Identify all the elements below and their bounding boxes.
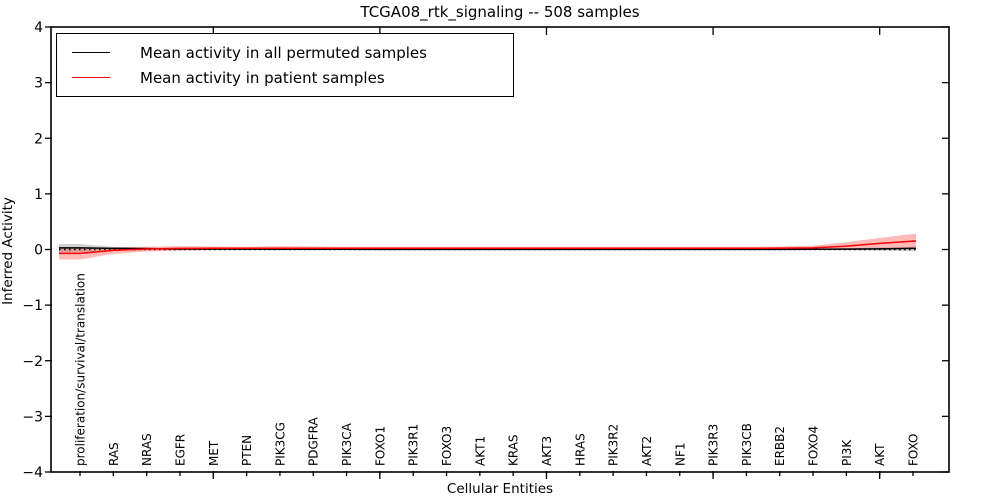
svg-text:PIK3CA: PIK3CA: [340, 422, 354, 466]
svg-text:PIK3R1: PIK3R1: [407, 424, 421, 466]
svg-text:PI3K: PI3K: [840, 439, 854, 466]
svg-text:3: 3: [34, 76, 43, 92]
svg-text:FOXO: FOXO: [907, 434, 921, 466]
svg-text:1: 1: [34, 187, 43, 203]
legend-label-patient: Mean activity in patient samples: [140, 68, 385, 87]
svg-text:FOXO3: FOXO3: [440, 426, 454, 466]
svg-text:RAS: RAS: [107, 442, 121, 466]
svg-text:FOXO4: FOXO4: [807, 426, 821, 466]
svg-text:NF1: NF1: [673, 442, 687, 466]
legend: Mean activity in all permuted samples Me…: [56, 33, 514, 97]
legend-label-permuted: Mean activity in all permuted samples: [140, 43, 427, 62]
svg-text:AKT1: AKT1: [473, 436, 487, 466]
legend-row-patient: Mean activity in patient samples: [57, 69, 513, 87]
svg-text:KRAS: KRAS: [507, 434, 521, 466]
x-category-labels: proliferation/survival/translation RAS NRA…: [74, 273, 921, 466]
svg-text:ERBB2: ERBB2: [773, 426, 787, 466]
svg-text:PIK3R2: PIK3R2: [607, 424, 621, 466]
y-tick-labels: 4 3 2 1 0 −1 −2 −3 −4: [22, 20, 43, 481]
svg-text:NRAS: NRAS: [140, 433, 154, 466]
svg-text:AKT: AKT: [873, 443, 887, 466]
svg-text:4: 4: [34, 20, 43, 36]
svg-text:2: 2: [34, 131, 43, 147]
plot-border: [50, 26, 950, 473]
svg-text:−3: −3: [22, 409, 43, 425]
svg-text:PIK3CB: PIK3CB: [740, 423, 754, 466]
series-bands: [59, 233, 916, 260]
svg-text:−2: −2: [22, 354, 43, 370]
svg-text:PDGFRA: PDGFRA: [307, 416, 321, 466]
svg-text:HRAS: HRAS: [573, 433, 587, 466]
svg-text:EGFR: EGFR: [173, 434, 187, 466]
svg-text:PIK3CG: PIK3CG: [273, 422, 287, 466]
svg-text:PIK3R3: PIK3R3: [707, 424, 721, 466]
svg-text:−1: −1: [22, 298, 43, 314]
patient-line-swatch: [72, 77, 110, 78]
svg-text:−4: −4: [22, 465, 43, 481]
svg-text:AKT2: AKT2: [640, 436, 654, 466]
x-axis-title: Cellular Entities: [446, 481, 554, 497]
legend-row-permuted: Mean activity in all permuted samples: [57, 44, 513, 62]
svg-text:AKT3: AKT3: [540, 436, 554, 466]
svg-text:MET: MET: [207, 440, 221, 466]
svg-text:proliferation/survival/transla: proliferation/survival/translation: [74, 273, 88, 466]
svg-text:PTEN: PTEN: [240, 435, 254, 466]
permuted-line-swatch: [72, 52, 110, 53]
chart-title: TCGA08_rtk_signaling -- 508 samples: [360, 3, 640, 21]
svg-text:0: 0: [34, 243, 43, 259]
svg-text:FOXO1: FOXO1: [373, 426, 387, 466]
series-lines: [59, 240, 916, 255]
